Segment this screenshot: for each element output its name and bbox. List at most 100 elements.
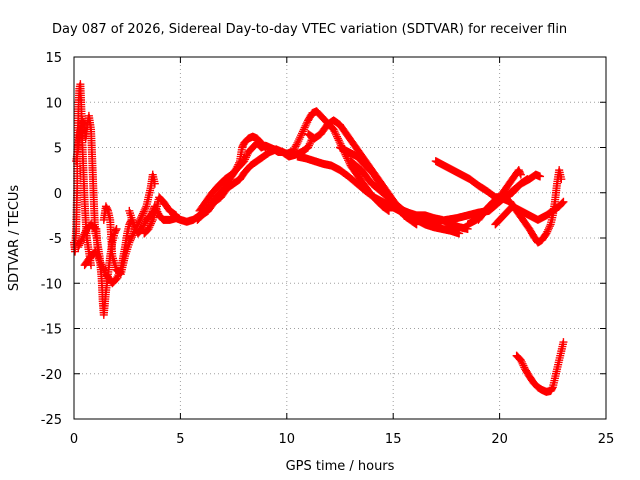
data-point xyxy=(260,142,269,151)
data-point xyxy=(128,231,137,240)
data-point xyxy=(138,209,147,218)
data-point xyxy=(516,356,525,365)
y-tick-label: 5 xyxy=(54,142,62,157)
data-point xyxy=(330,127,339,136)
plot-frame xyxy=(73,56,607,420)
data-point xyxy=(92,251,101,260)
data-point xyxy=(295,135,304,144)
series-arc-5 xyxy=(99,170,159,279)
data-point xyxy=(78,234,87,242)
data-point xyxy=(172,211,181,220)
tick-labels: 0 5 10 15 20 25 -25 -20 -15 -10 -5 0 5 10 15 xyxy=(41,51,615,447)
data-point xyxy=(81,228,90,237)
y-tick-label: -15 xyxy=(41,323,62,338)
data-point xyxy=(305,139,314,148)
data-point xyxy=(293,138,302,147)
data-point xyxy=(298,127,307,136)
data-point xyxy=(232,164,241,173)
data-point xyxy=(302,119,311,128)
data-point xyxy=(301,121,310,130)
data-points xyxy=(70,80,568,396)
data-point xyxy=(115,269,124,278)
data-point xyxy=(137,213,146,222)
data-point xyxy=(74,243,83,252)
data-point xyxy=(89,223,98,232)
data-point xyxy=(543,227,552,236)
data-point xyxy=(233,162,242,171)
y-axis-title: SDTVAR / TECUs xyxy=(7,185,22,292)
data-point xyxy=(332,130,341,139)
series-arc-20 xyxy=(512,338,568,396)
series-arc-19 xyxy=(491,197,568,229)
data-point xyxy=(111,226,120,235)
x-tick-label: 20 xyxy=(491,432,508,447)
data-point xyxy=(139,207,148,216)
data-point xyxy=(517,357,526,366)
data-point xyxy=(304,143,313,152)
data-point xyxy=(331,129,340,138)
data-point xyxy=(93,253,102,262)
data-point xyxy=(333,134,342,143)
data-point xyxy=(91,247,100,256)
y-tick-label: -25 xyxy=(41,413,62,428)
data-point xyxy=(77,235,86,244)
data-point xyxy=(516,170,525,179)
data-point xyxy=(297,131,306,140)
data-point xyxy=(80,230,89,239)
data-point xyxy=(557,199,566,208)
data-point xyxy=(138,211,147,220)
y-tick-label: -10 xyxy=(41,277,62,292)
data-point xyxy=(97,260,106,269)
y-tick-label: -20 xyxy=(41,368,62,383)
data-point xyxy=(292,140,301,149)
data-point xyxy=(304,141,313,150)
y-tick-label: -5 xyxy=(49,232,62,247)
data-point xyxy=(516,169,525,178)
data-point xyxy=(559,197,568,206)
series-arc-9 xyxy=(195,132,270,215)
data-point xyxy=(259,141,268,150)
data-point xyxy=(127,233,136,242)
data-point xyxy=(130,222,139,231)
x-tick-label: 15 xyxy=(385,432,402,447)
data-point xyxy=(235,158,244,167)
x-tick-label: 0 xyxy=(70,432,78,447)
data-point xyxy=(242,151,251,160)
data-point xyxy=(241,153,250,162)
data-point xyxy=(519,361,528,370)
y-tick-label: 0 xyxy=(54,187,62,202)
data-point xyxy=(94,254,103,263)
data-point xyxy=(100,266,109,275)
data-point xyxy=(261,143,270,152)
data-point xyxy=(147,217,156,226)
x-axis-title: GPS time / hours xyxy=(286,459,395,474)
data-point xyxy=(127,234,136,243)
data-point xyxy=(145,223,154,232)
data-point xyxy=(147,219,156,228)
data-point xyxy=(294,137,303,146)
data-point xyxy=(140,205,149,214)
data-point xyxy=(76,237,85,246)
data-point xyxy=(542,229,551,238)
data-point xyxy=(129,220,138,229)
data-point xyxy=(95,256,104,265)
data-point xyxy=(144,224,153,233)
data-point xyxy=(231,166,240,175)
data-point xyxy=(334,136,343,145)
data-point xyxy=(329,125,338,134)
data-point xyxy=(300,123,309,132)
data-point xyxy=(557,175,566,184)
data-point xyxy=(299,125,308,134)
y-tick-label: 15 xyxy=(45,51,62,66)
data-point xyxy=(75,241,84,250)
x-tick-label: 10 xyxy=(279,432,296,447)
series-arc-10 xyxy=(197,134,317,220)
chart-title: Day 087 of 2026, Sidereal Day-to-day VTE… xyxy=(52,22,567,37)
data-point xyxy=(548,384,557,393)
data-point xyxy=(131,224,140,233)
data-point xyxy=(544,224,553,233)
data-point xyxy=(98,262,107,271)
data-point xyxy=(112,274,121,283)
data-point xyxy=(234,160,243,169)
